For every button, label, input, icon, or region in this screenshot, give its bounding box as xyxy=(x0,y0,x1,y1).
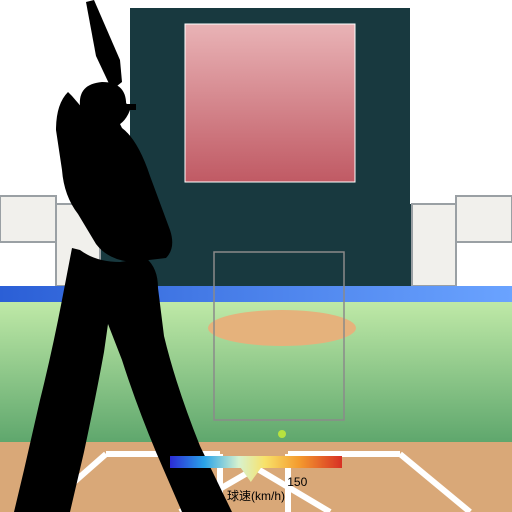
legend-axis-label: 球速(km/h) xyxy=(227,489,285,503)
pitchers-mound xyxy=(208,310,356,346)
pitch-chart: 100 150 球速(km/h) xyxy=(0,0,512,512)
legend-tick-label: 150 xyxy=(287,475,307,489)
legend-tick-label: 100 xyxy=(191,475,211,489)
pitching-rubber-dot xyxy=(278,430,286,438)
scene-svg: 100 150 球速(km/h) xyxy=(0,0,512,512)
